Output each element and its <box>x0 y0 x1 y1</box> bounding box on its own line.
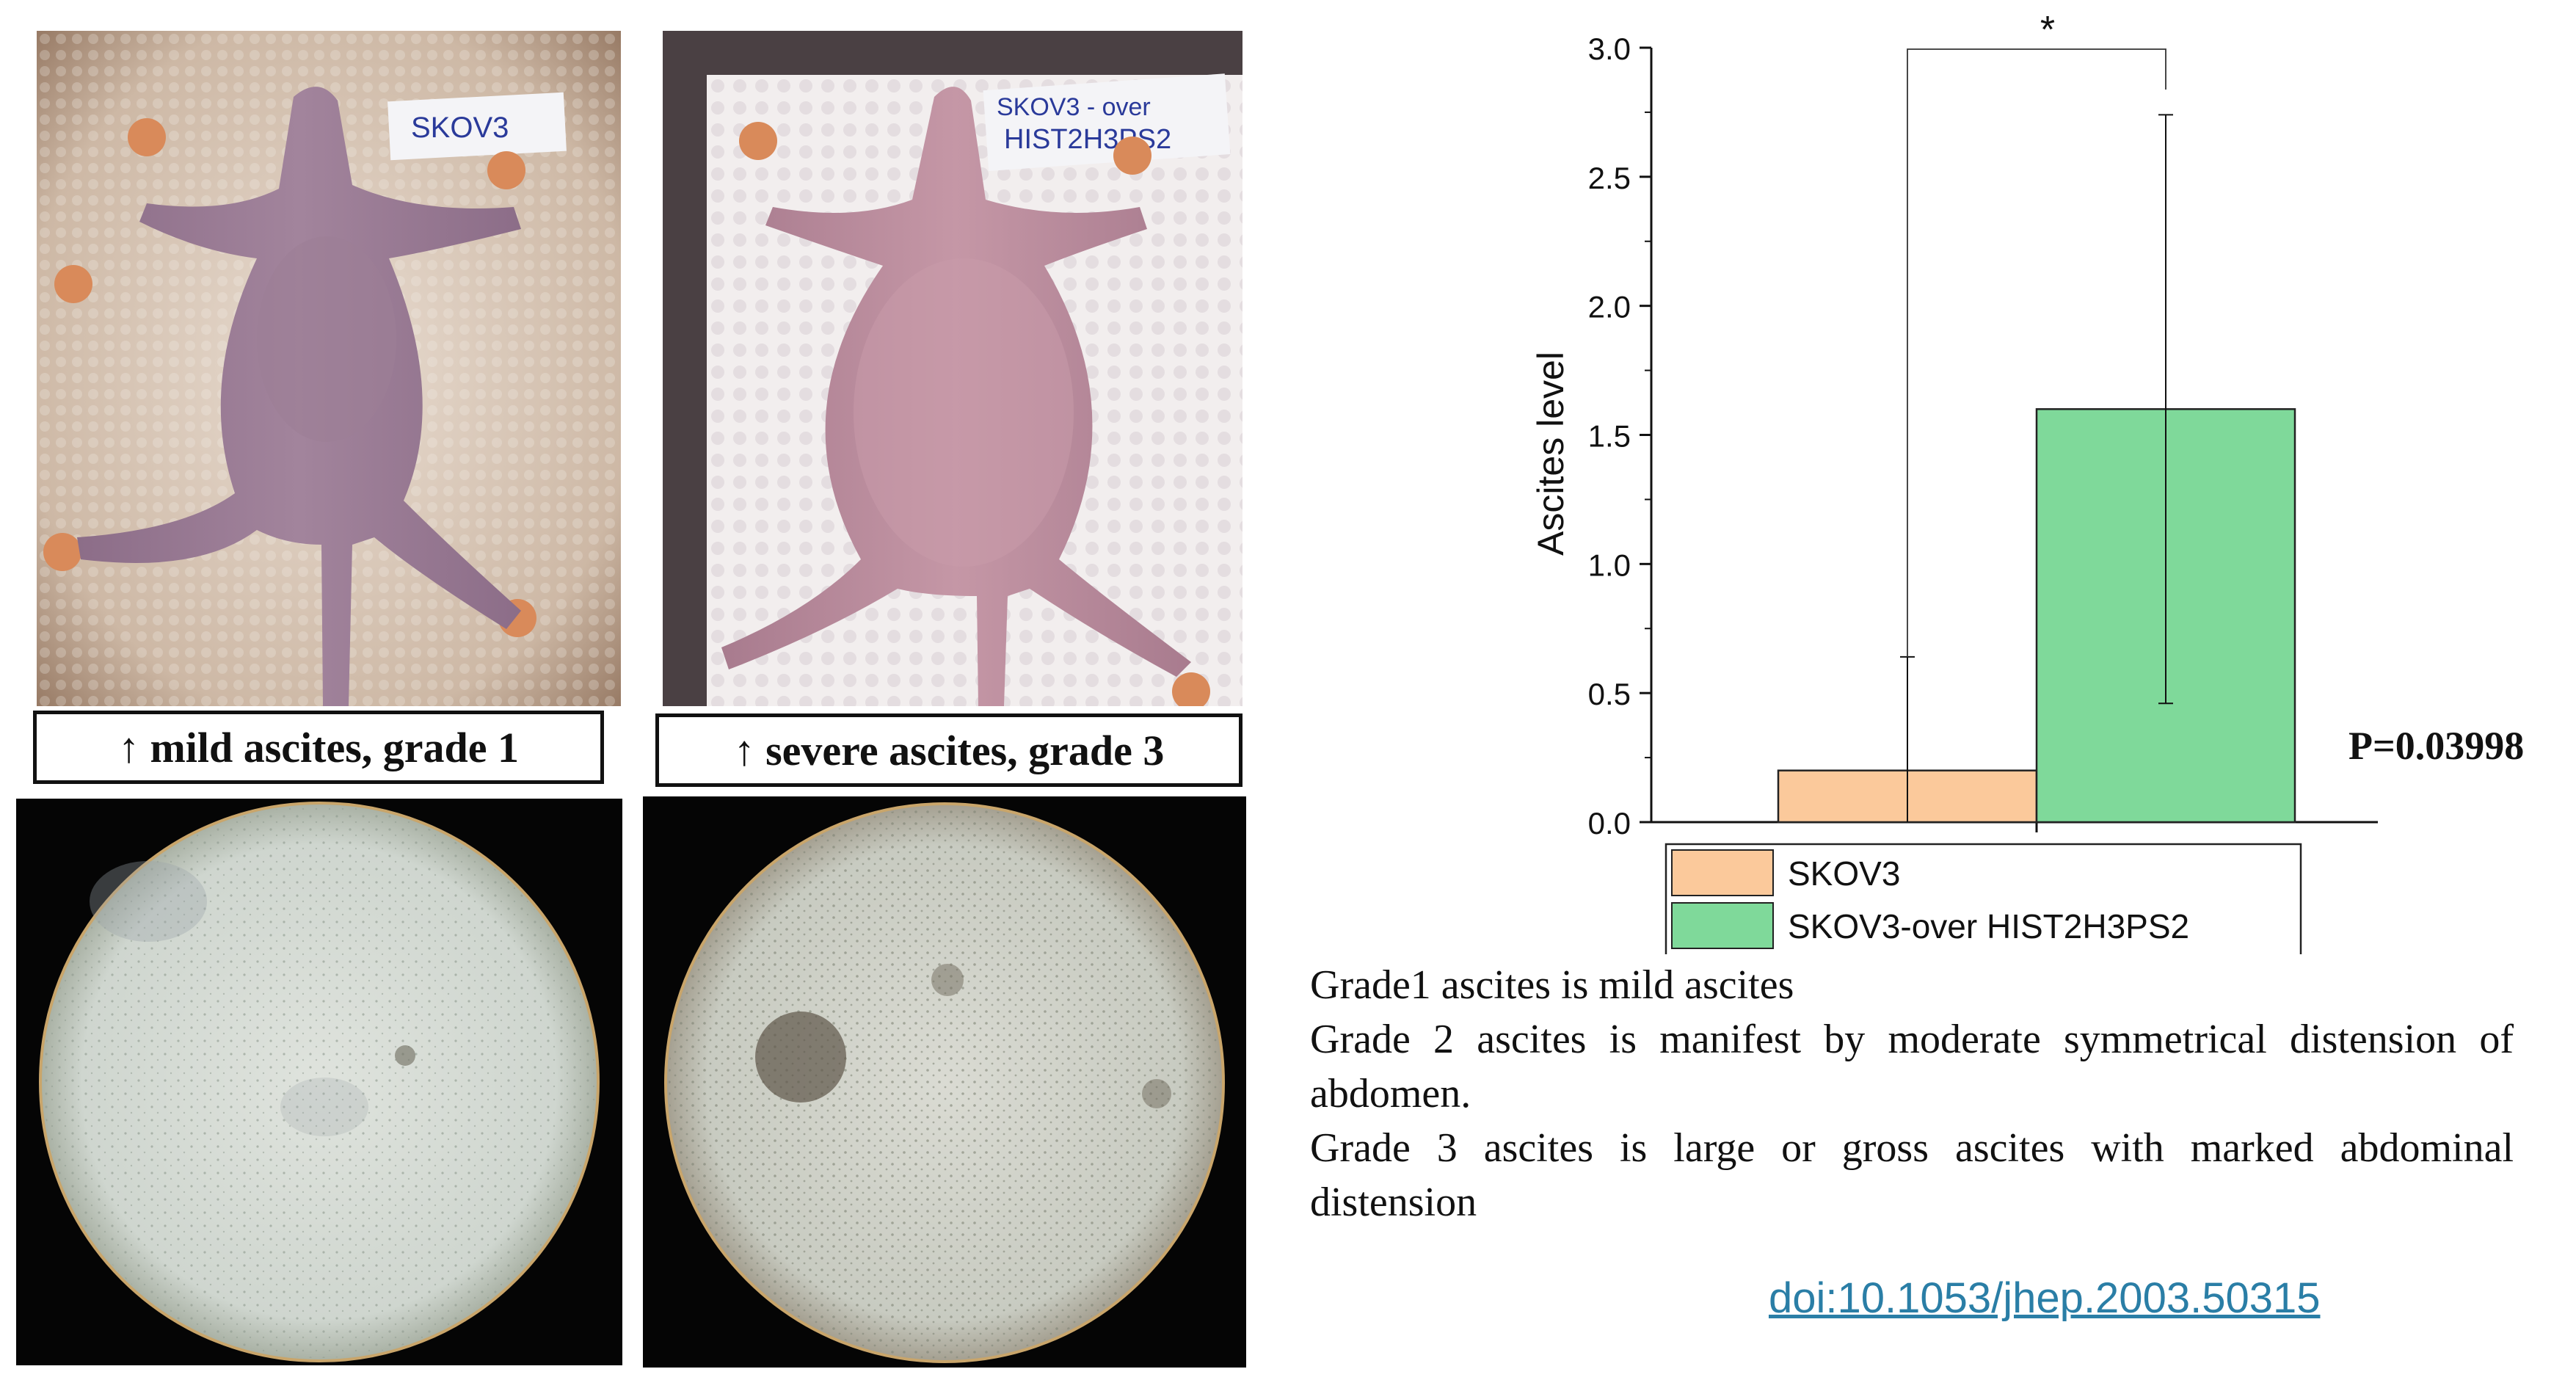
note-grade-1: Grade1 ascites is mild ascites <box>1310 962 1794 1008</box>
p-value-label: P=0.03998 <box>2348 724 2525 768</box>
severe-ascites-caption: ↑ severe ascites, grade 3 <box>655 713 1242 787</box>
y-tick-label-0: 0.0 <box>1588 806 1631 840</box>
y-tick-label-6: 3.0 <box>1588 32 1631 66</box>
y-tick-label-4: 2.0 <box>1588 290 1631 324</box>
svg-text:SKOV3: SKOV3 <box>411 112 509 144</box>
note-grade-2: Grade 2 ascites is manifest by moderate … <box>1310 1017 2514 1116</box>
y-tick-label-2: 1.0 <box>1588 548 1631 582</box>
microscopy-image-severe <box>643 796 1246 1368</box>
grade-notes: Grade1 ascites is mild ascites Grade 2 a… <box>1310 958 2514 1230</box>
significance-bracket <box>1907 48 2166 657</box>
mouse-photo-severe: SKOV3 - over HIST2H3PS2 <box>663 31 1242 706</box>
legend-swatch-0 <box>1671 849 1774 896</box>
significance-marker: * <box>2040 9 2055 51</box>
svg-text:SKOV3 - over: SKOV3 - over <box>997 93 1151 121</box>
severe-ascites-label: ↑ severe ascites, grade 3 <box>733 726 1165 774</box>
doi-link[interactable]: doi:10.1053/jhep.2003.50315 <box>1769 1274 2321 1322</box>
legend-label-1: SKOV3-over HIST2H3PS2 <box>1788 907 2189 945</box>
ascites-bar-chart: Ascites level * 0.0 0.5 1.0 1.5 2.0 2.5 3.0 SKO… <box>1530 9 2378 954</box>
mild-ascites-caption: ↑ mild ascites, grade 1 <box>33 711 604 784</box>
mouse-photo-mild: SKOV3 <box>37 31 621 706</box>
note-grade-3: Grade 3 ascites is large or gross ascite… <box>1310 1125 2514 1225</box>
mild-ascites-label: ↑ mild ascites, grade 1 <box>117 723 520 771</box>
y-tick-label-5: 2.5 <box>1588 161 1631 195</box>
legend-swatch-1 <box>1671 902 1774 949</box>
legend-label-0: SKOV3 <box>1788 854 1900 893</box>
y-axis-label: Ascites level <box>1530 352 1571 556</box>
y-tick-label-3: 1.5 <box>1588 419 1631 454</box>
microscopy-image-mild <box>16 799 622 1365</box>
y-tick-label-1: 0.5 <box>1588 677 1631 711</box>
